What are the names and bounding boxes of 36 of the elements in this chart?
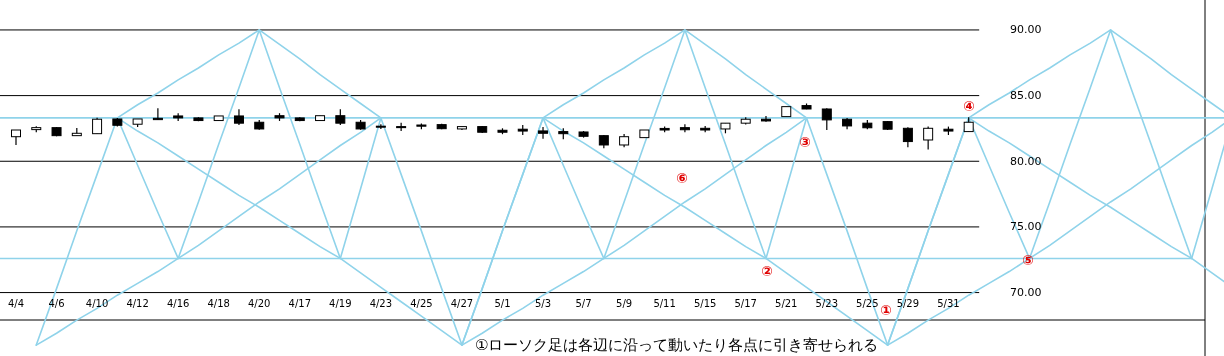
annotation: ⑤ [1022, 252, 1034, 268]
x-tick-label: 5/7 [575, 298, 592, 309]
annotation: ⑥ [676, 170, 688, 186]
x-tick-label: 5/29 [896, 298, 920, 309]
y-tick-label: 85.00 [1010, 89, 1042, 103]
x-tick-label: 5/17 [734, 298, 757, 309]
x-tick-label: 5/25 [856, 298, 879, 309]
x-tick-label: 4/20 [248, 298, 271, 309]
annotation: ③ [799, 134, 811, 150]
x-tick-label: 4/6 [48, 298, 65, 309]
y-tick-label: 90.00 [1010, 23, 1042, 37]
x-tick-label: 4/19 [329, 298, 352, 309]
annotation: ① [880, 302, 892, 318]
x-tick-label: 4/10 [85, 298, 109, 309]
x-tick-label: 4/12 [126, 298, 149, 309]
y-tick-label: 70.00 [1010, 286, 1042, 300]
annotation: ④ [963, 98, 975, 114]
x-tick-label: 5/1 [494, 298, 511, 309]
x-tick-label: 5/9 [616, 298, 633, 309]
x-tick-label: 5/11 [653, 298, 676, 309]
x-tick-label: 4/17 [288, 298, 312, 309]
x-tick-label: 4/16 [166, 298, 190, 309]
x-tick-label: 5/3 [534, 298, 552, 309]
x-tick-label: 4/18 [207, 298, 230, 309]
annotation: ①ローソク足は各辺に沿って動いたり各点に引き寄せられる [475, 336, 879, 354]
x-tick-label: 5/31 [937, 298, 960, 309]
x-tick-label: 5/15 [693, 298, 717, 309]
x-tick-label: 5/23 [815, 298, 839, 309]
x-tick-label: 4/4 [7, 298, 25, 309]
annotation: ② [761, 263, 773, 279]
x-tick-label: 4/23 [369, 298, 393, 309]
x-tick-label: 4/27 [450, 298, 474, 309]
x-tick-label: 5/21 [775, 298, 798, 309]
y-tick-label: 75.00 [1010, 220, 1042, 234]
x-tick-label: 4/25 [410, 298, 433, 309]
y-tick-label: 80.00 [1010, 154, 1042, 168]
